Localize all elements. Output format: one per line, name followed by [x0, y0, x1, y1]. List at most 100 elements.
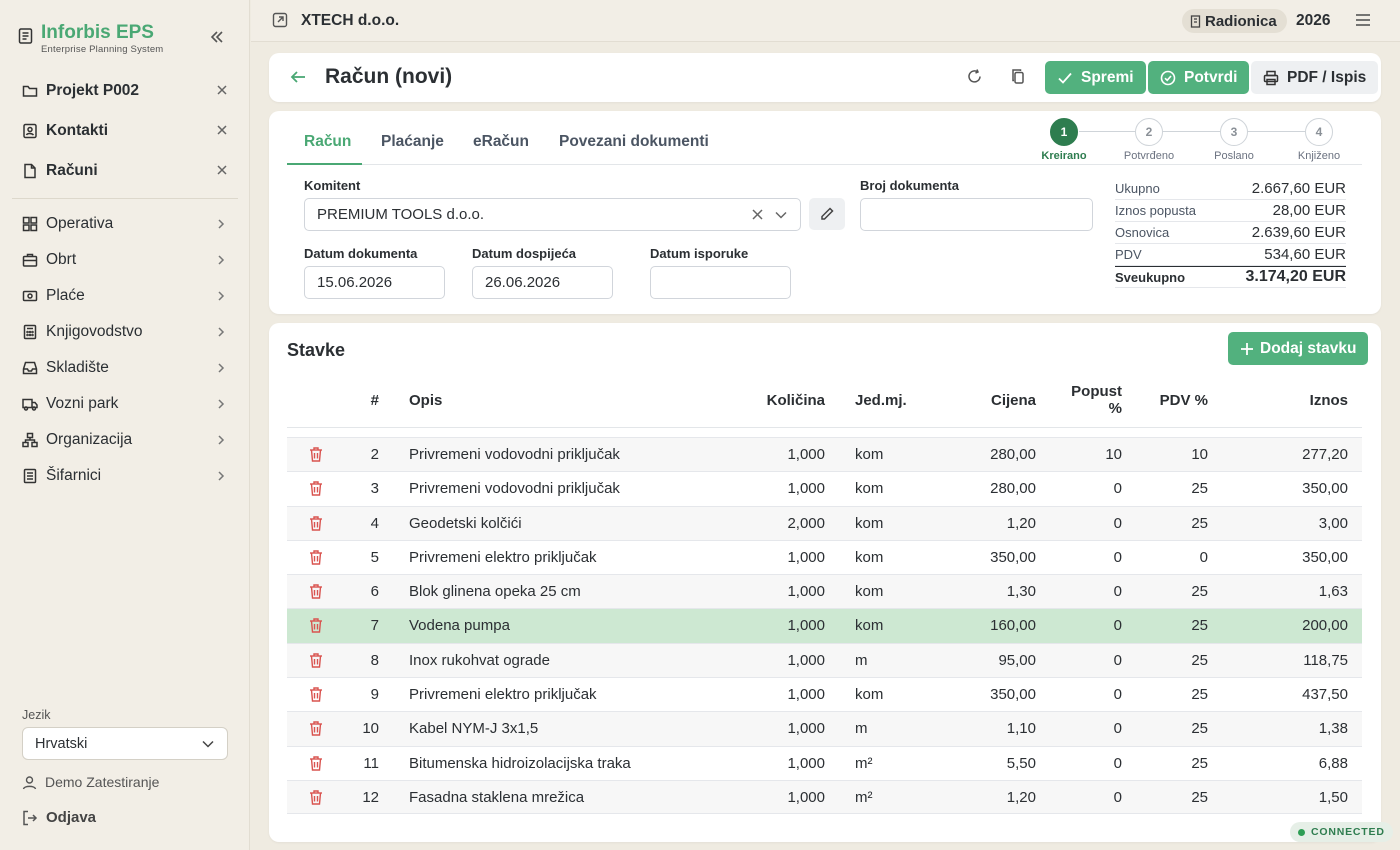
org-chart-icon	[22, 432, 38, 448]
sidebar-item-organizacija[interactable]: Organizacija	[12, 423, 238, 457]
tab-eracun[interactable]: eRačun	[473, 133, 529, 150]
edit-komitent-button[interactable]	[809, 198, 845, 230]
sidebar: Inforbis EPS Enterprise Planning System …	[0, 0, 250, 850]
topbar: XTECH d.o.o. Radionica 2026	[251, 0, 1400, 42]
refresh-icon[interactable]	[966, 68, 983, 85]
chevron-down-icon[interactable]	[774, 209, 788, 221]
table-row[interactable]: 2 Privremeni vodovodni priključak 1,000 kom…	[287, 437, 1362, 472]
external-link-icon[interactable]	[272, 12, 288, 28]
cell-unit: kom	[855, 446, 884, 463]
cell-price: 280,00	[990, 480, 1036, 498]
col-discount[interactable]: Popust %	[1071, 383, 1122, 417]
broj-dokumenta-input[interactable]	[860, 198, 1093, 231]
open-doc-racuni[interactable]: Računi	[12, 153, 238, 189]
col-amount[interactable]: Iznos	[1309, 392, 1348, 409]
building-icon	[1190, 14, 1201, 28]
check-circle-icon	[1160, 70, 1176, 85]
trash-icon[interactable]	[308, 480, 324, 497]
sidebar-item-vozni-park[interactable]: Vozni park	[12, 387, 238, 421]
datum-dokumenta-input[interactable]: 15.06.2026	[304, 266, 445, 299]
sidebar-item-obrt[interactable]: Obrt	[12, 243, 238, 277]
close-icon[interactable]	[216, 164, 228, 176]
fiscal-year[interactable]: 2026	[1296, 12, 1331, 29]
trash-icon[interactable]	[308, 549, 324, 566]
trash-icon[interactable]	[308, 686, 324, 703]
broj-dokumenta-label: Broj dokumenta	[860, 178, 959, 193]
cell-discount: 0	[1113, 514, 1122, 532]
confirm-label: Potvrdi	[1184, 68, 1238, 86]
col-unit[interactable]: Jed.mj.	[855, 392, 907, 409]
chevron-right-icon	[216, 434, 226, 446]
table-row[interactable]: 5 Privremeni elektro priključak 1,000 kom 35…	[287, 539, 1362, 574]
tab-placanje[interactable]: Plaćanje	[381, 133, 444, 150]
table-row[interactable]: 3 Privremeni vodovodni priključak 1,000 kom…	[287, 471, 1362, 505]
table-row[interactable]: 6 Blok glinena opeka 25 cm 1,000 kom 1,30 0 25…	[287, 574, 1362, 609]
cell-vat: 25	[1191, 617, 1208, 635]
clear-icon[interactable]	[751, 208, 764, 221]
datum-dospijeca-input[interactable]: 26.06.2026	[472, 266, 613, 299]
cell-number: 5	[370, 548, 379, 566]
cell-quantity: 1,000	[787, 446, 825, 463]
cell-quantity: 1,000	[787, 720, 825, 738]
tab-racun[interactable]: Račun	[304, 133, 352, 150]
cell-quantity: 1,000	[787, 754, 825, 772]
table-row[interactable]: 4 Geodetski kolčići 2,000 kom 1,20 0 25 3,00	[287, 505, 1362, 540]
trash-icon[interactable]	[308, 515, 324, 532]
cell-amount: 118,75	[1303, 651, 1348, 669]
cell-description: Vodena pumpa	[409, 617, 510, 635]
table-row[interactable]: 11 Bitumenska hidroizolacijska traka 1,000…	[287, 745, 1362, 780]
total-ukupno: Ukupno 2.667,60 EUR	[1115, 178, 1346, 200]
datum-isporuke-input[interactable]	[650, 266, 791, 299]
stepper-line	[1079, 131, 1319, 132]
brand[interactable]: Inforbis EPS Enterprise Planning System	[18, 22, 163, 55]
add-item-button[interactable]: Dodaj stavku	[1228, 332, 1369, 365]
collapse-sidebar-icon[interactable]	[209, 29, 225, 45]
copy-icon[interactable]	[1010, 68, 1027, 85]
table-row[interactable]: 10 Kabel NYM-J 3x1,5 1,000 m 1,10 0 25 1,38	[287, 711, 1362, 746]
sidebar-item-place[interactable]: Plaće	[12, 279, 238, 313]
close-icon[interactable]	[216, 84, 228, 96]
trash-icon[interactable]	[308, 617, 324, 634]
confirm-button[interactable]: Potvrdi	[1148, 61, 1250, 94]
col-vat[interactable]: PDV %	[1159, 392, 1208, 409]
col-number[interactable]: #	[370, 392, 379, 409]
cell-price: 160,00	[990, 617, 1036, 635]
trash-icon[interactable]	[308, 652, 324, 669]
table-row[interactable]: 7 Vodena pumpa 1,000 kom 160,00 0 25 200,00	[287, 608, 1362, 643]
trash-icon[interactable]	[308, 583, 324, 600]
open-doc-projekt[interactable]: Projekt P002	[12, 73, 238, 109]
col-description[interactable]: Opis	[409, 392, 443, 409]
cell-unit: m²	[855, 788, 873, 806]
sidebar-item-skladiste[interactable]: Skladište	[12, 351, 238, 385]
tab-povezani-dokumenti[interactable]: Povezani dokumenti	[559, 133, 709, 150]
cell-vat: 10	[1191, 446, 1208, 463]
save-button[interactable]: Spremi	[1045, 61, 1146, 94]
sidebar-item-sifarnici[interactable]: Šifarnici	[12, 459, 238, 493]
trash-icon[interactable]	[308, 755, 324, 772]
close-icon[interactable]	[216, 124, 228, 136]
language-select[interactable]: Hrvatski	[22, 727, 228, 760]
cell-description: Privremeni elektro priključak	[409, 686, 597, 704]
total-value: 2.639,60 EUR	[1251, 224, 1346, 241]
open-doc-kontakti[interactable]: Kontakti	[12, 113, 238, 149]
komitent-value: PREMIUM TOOLS d.o.o.	[317, 206, 484, 223]
sidebar-item-operativa[interactable]: Operativa	[12, 207, 238, 241]
cell-discount: 0	[1113, 720, 1122, 738]
komitent-select[interactable]: PREMIUM TOOLS d.o.o.	[304, 198, 801, 231]
trash-icon[interactable]	[308, 789, 324, 806]
logout-button[interactable]: Odjava	[22, 809, 96, 826]
back-arrow-icon[interactable]	[289, 68, 307, 86]
col-price[interactable]: Cijena	[990, 392, 1036, 409]
col-quantity[interactable]: Količina	[766, 392, 825, 409]
table-row[interactable]: 9 Privremeni elektro priključak 1,000 kom 35…	[287, 677, 1362, 711]
trash-icon[interactable]	[308, 720, 324, 737]
table-row[interactable]: 12 Fasadna staklena mrežica 1,000 m² 1,20 0 25…	[287, 779, 1362, 815]
hamburger-menu-icon[interactable]	[1354, 13, 1372, 27]
sidebar-item-knjigovodstvo[interactable]: Knjigovodstvo	[12, 315, 238, 349]
trash-icon[interactable]	[308, 446, 324, 463]
table-row[interactable]: 8 Inox rukohvat ograde 1,000 m 95,00 0 25 118,7…	[287, 642, 1362, 678]
cell-discount: 0	[1113, 480, 1122, 498]
active-tab-indicator	[287, 163, 362, 165]
pdf-print-button[interactable]: PDF / Ispis	[1251, 61, 1379, 94]
workshop-badge[interactable]: Radionica	[1182, 9, 1287, 33]
